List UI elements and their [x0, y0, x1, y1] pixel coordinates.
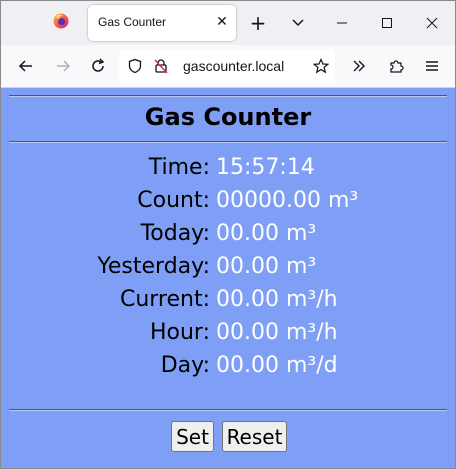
reload-icon[interactable] [86, 54, 110, 78]
plus-icon[interactable]: + [249, 11, 267, 35]
hour-label: Hour: [149, 320, 210, 345]
row-today: Today: 00.00 m³ [1, 221, 455, 254]
page-title: Gas Counter [144, 103, 312, 131]
time-value: 15:57:14 [216, 155, 315, 180]
row-yesterday: Yesterday: 00.00 m³ [1, 254, 455, 287]
divider-bottom [9, 409, 447, 411]
active-tab[interactable]: Gas Counter ✕ [88, 5, 236, 41]
reset-button[interactable]: Reset [222, 421, 287, 452]
hamburger-icon[interactable] [420, 54, 444, 78]
back-arrow-icon[interactable] [14, 54, 38, 78]
tab-strip: Gas Counter ✕ + [1, 1, 455, 45]
row-hour: Hour: 00.00 m³/h [1, 320, 455, 353]
count-label: Count: [137, 188, 210, 213]
current-label: Current: [119, 287, 210, 312]
row-day: Day: 00.00 m³/d [1, 353, 455, 386]
divider-title [9, 141, 447, 143]
firefox-icon [53, 13, 69, 33]
page-content: Gas Counter Time: 15:57:14 Count: 00000.… [1, 88, 455, 468]
url-text: gascounter.local [183, 58, 285, 74]
minimize-icon[interactable] [327, 9, 357, 37]
lock-slash-icon[interactable] [153, 58, 169, 78]
chevron-down-icon[interactable] [287, 12, 309, 34]
address-bar[interactable]: gascounter.local [119, 49, 335, 83]
current-value: 00.00 m³/h [216, 287, 338, 312]
today-value: 00.00 m³ [216, 221, 317, 246]
count-value: 00000.00 m³ [216, 188, 359, 213]
tab-title: Gas Counter [98, 15, 167, 29]
set-button[interactable]: Set [171, 421, 214, 452]
row-count: Count: 00000.00 m³ [1, 188, 455, 221]
yesterday-value: 00.00 m³ [216, 254, 317, 279]
navigation-bar: gascounter.local [1, 45, 455, 88]
close-window-icon[interactable] [417, 9, 447, 37]
day-label: Day: [160, 353, 210, 378]
divider-top [9, 95, 447, 97]
hour-value: 00.00 m³/h [216, 320, 338, 345]
day-value: 00.00 m³/d [216, 353, 338, 378]
puzzle-icon[interactable] [384, 54, 408, 78]
pinned-tab[interactable] [39, 5, 83, 41]
row-time: Time: 15:57:14 [1, 155, 455, 188]
forward-arrow-icon[interactable] [51, 54, 75, 78]
shield-icon[interactable] [127, 58, 143, 78]
double-chevron-icon[interactable] [347, 54, 371, 78]
time-label: Time: [148, 155, 210, 180]
maximize-icon[interactable] [372, 9, 402, 37]
row-current: Current: 00.00 m³/h [1, 287, 455, 320]
yesterday-label: Yesterday: [97, 254, 210, 279]
close-icon[interactable]: ✕ [216, 14, 228, 30]
today-label: Today: [140, 221, 210, 246]
star-icon[interactable] [309, 54, 333, 78]
